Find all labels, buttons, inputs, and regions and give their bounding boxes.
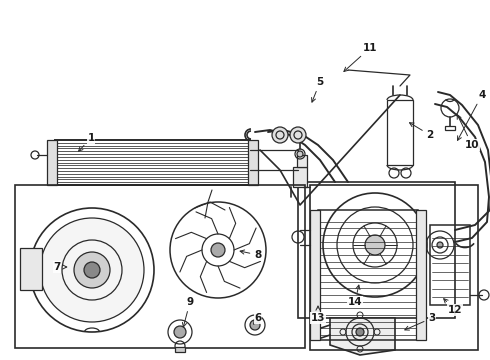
Circle shape (174, 326, 186, 338)
Circle shape (84, 262, 100, 278)
Circle shape (297, 151, 303, 157)
Text: 3: 3 (405, 313, 436, 330)
Bar (248, 140, 258, 185)
Text: 13: 13 (311, 306, 325, 323)
Bar (297, 155, 307, 167)
Bar (430, 225, 470, 305)
Bar (387, 100, 413, 165)
Circle shape (272, 127, 288, 143)
Bar (416, 210, 426, 340)
Bar (47, 140, 57, 185)
Circle shape (437, 242, 443, 248)
Text: 6: 6 (254, 313, 262, 324)
Bar (175, 347, 185, 352)
Text: 11: 11 (344, 43, 377, 72)
Text: 9: 9 (182, 297, 194, 327)
Text: 5: 5 (312, 77, 323, 102)
Circle shape (365, 235, 385, 255)
Circle shape (356, 328, 364, 336)
Text: 1: 1 (78, 133, 95, 151)
Bar (445, 126, 455, 130)
Text: 10: 10 (457, 115, 479, 150)
Circle shape (290, 127, 306, 143)
Circle shape (40, 218, 144, 322)
Bar (318, 210, 418, 340)
Text: 8: 8 (240, 250, 262, 260)
Text: 4: 4 (458, 90, 486, 140)
Circle shape (250, 320, 260, 330)
Bar (293, 167, 307, 187)
Text: 7: 7 (53, 262, 67, 272)
Bar (298, 182, 455, 318)
Bar (55, 140, 250, 185)
Text: 12: 12 (444, 299, 462, 315)
Polygon shape (330, 318, 395, 355)
Bar (310, 210, 320, 340)
Bar (310, 185, 478, 350)
Text: 14: 14 (348, 285, 362, 307)
Circle shape (74, 252, 110, 288)
Text: 2: 2 (410, 123, 434, 140)
Circle shape (211, 243, 225, 257)
Bar (20, 248, 42, 290)
